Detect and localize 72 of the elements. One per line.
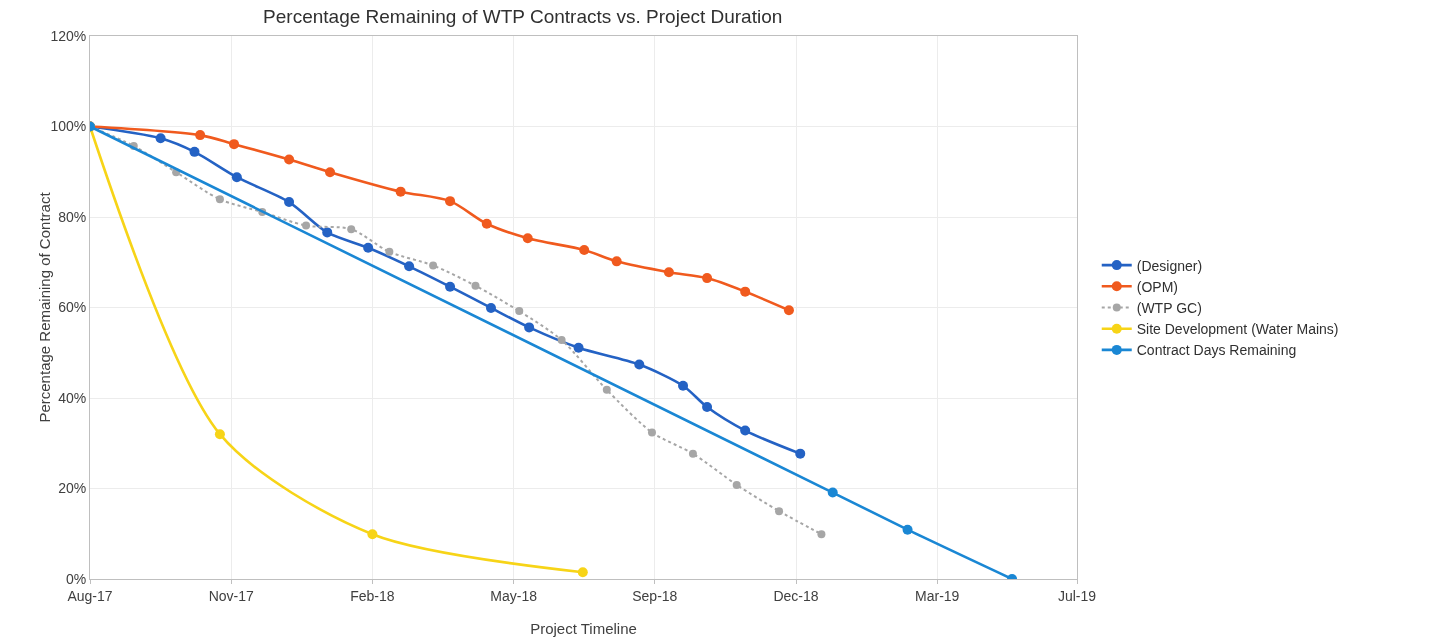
y-tick-label: 40%	[58, 389, 87, 406]
point	[663, 267, 674, 278]
point	[347, 225, 356, 234]
point	[775, 507, 784, 516]
y-axis-title: Percentage Remaining of Contract	[36, 191, 53, 423]
point	[827, 487, 838, 498]
legend-label: (Designer)	[1136, 257, 1203, 274]
legend-label: Contract Days Remaining	[1136, 342, 1297, 359]
point	[395, 186, 406, 197]
point	[322, 227, 333, 238]
point	[783, 305, 794, 316]
point	[522, 233, 533, 244]
point	[557, 336, 566, 345]
point	[902, 524, 913, 535]
point	[385, 247, 394, 256]
point	[214, 429, 225, 440]
point	[189, 146, 200, 157]
point	[611, 256, 622, 267]
x-tick-label: Jul-19	[1057, 587, 1097, 604]
point	[740, 286, 751, 297]
point	[678, 380, 689, 391]
point	[195, 130, 206, 141]
point	[688, 449, 697, 458]
point	[702, 273, 713, 284]
point	[795, 448, 806, 459]
point	[740, 425, 751, 436]
x-tick-label: Dec-18	[773, 587, 819, 604]
legend-label: (OPM)	[1136, 278, 1178, 295]
point	[515, 307, 524, 316]
point	[325, 167, 336, 178]
point	[579, 245, 590, 256]
point	[702, 402, 713, 413]
point	[524, 322, 535, 333]
point	[155, 133, 166, 144]
point	[445, 196, 456, 207]
point	[231, 172, 242, 183]
x-tick-label: Nov-17	[208, 587, 254, 604]
point	[215, 195, 224, 204]
y-tick-label: 120%	[50, 27, 87, 44]
y-tick-label: 80%	[58, 208, 87, 225]
point	[284, 154, 295, 165]
x-tick-label: Aug-17	[67, 587, 113, 604]
point	[486, 302, 497, 313]
x-tick-label: Sep-18	[632, 587, 678, 604]
point	[634, 359, 645, 370]
point	[577, 567, 588, 578]
point	[229, 139, 240, 150]
point	[284, 197, 295, 208]
y-tick-label: 20%	[58, 480, 87, 497]
legend-label: (WTP GC)	[1136, 299, 1202, 316]
point	[445, 281, 456, 292]
point	[573, 342, 584, 353]
point	[404, 261, 415, 272]
point	[732, 480, 741, 489]
y-tick-label: 100%	[50, 118, 87, 135]
legend-label: Site Development (Water Mains)	[1136, 321, 1339, 338]
x-tick-label: Feb-18	[350, 587, 395, 604]
point	[367, 529, 378, 540]
point	[429, 261, 438, 270]
point	[481, 218, 492, 229]
y-tick-label: 0%	[65, 570, 87, 587]
point	[647, 428, 656, 437]
y-tick-label: 60%	[58, 299, 87, 316]
chart-title: Percentage Remaining of WTP Contracts vs. Project Duration	[263, 5, 783, 27]
x-axis-title: Project Timeline	[530, 620, 637, 637]
x-tick-label: Mar-19	[915, 587, 960, 604]
point	[817, 530, 826, 539]
point	[302, 221, 311, 230]
point	[471, 281, 480, 290]
point	[363, 242, 374, 253]
point	[602, 385, 611, 394]
x-tick-label: May-18	[490, 587, 538, 604]
